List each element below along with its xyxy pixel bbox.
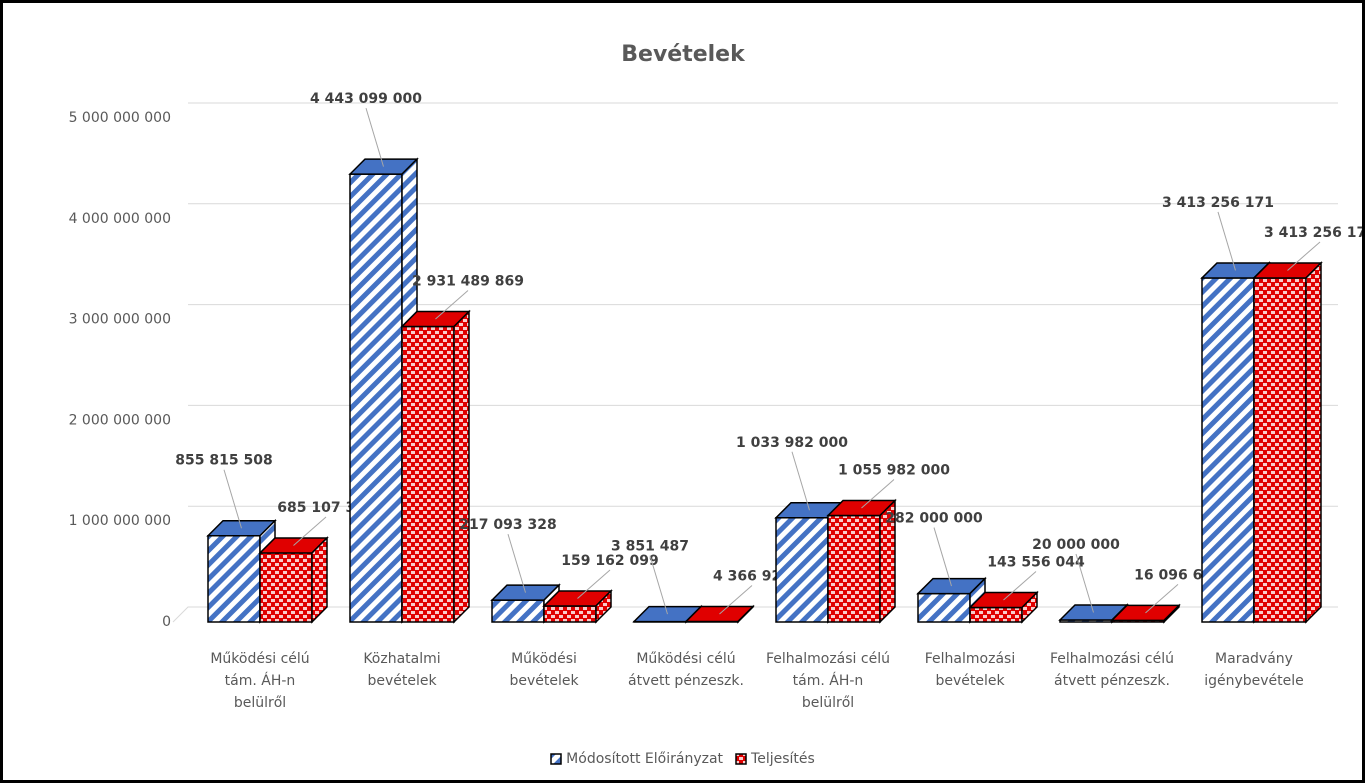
legend-item: Módosított Előirányzat bbox=[550, 751, 723, 767]
bar bbox=[1201, 277, 1255, 623]
y-tick-label: 5 000 000 000 bbox=[69, 110, 171, 126]
x-tick-label: Működési bevételek bbox=[509, 651, 579, 689]
value-label: 143 556 044 bbox=[987, 555, 1085, 571]
bar bbox=[207, 534, 261, 623]
value-label: 1 055 982 000 bbox=[838, 463, 950, 479]
leader-line bbox=[1287, 241, 1321, 271]
value-label: 2 931 489 869 bbox=[412, 274, 524, 290]
leader-line bbox=[933, 527, 952, 587]
leader-line bbox=[223, 469, 242, 529]
leader-line bbox=[861, 479, 895, 509]
bar bbox=[401, 325, 455, 623]
bar bbox=[917, 592, 971, 623]
leader-line bbox=[649, 555, 668, 615]
value-label: 16 096 621 bbox=[1134, 567, 1222, 583]
x-tick-label: Felhalmozási bevételek bbox=[924, 651, 1016, 689]
x-tick-label: Maradvány igénybevétele bbox=[1204, 651, 1304, 689]
bar-3d bbox=[1252, 261, 1323, 624]
bar-side bbox=[595, 589, 612, 624]
bar-side bbox=[879, 498, 896, 624]
leader-line bbox=[293, 516, 327, 546]
value-label: 4 366 925 bbox=[713, 569, 791, 585]
bar-3d bbox=[968, 590, 1039, 624]
bar bbox=[827, 514, 881, 623]
bar bbox=[969, 606, 1023, 623]
x-tick-label: Közhatalmi bevételek bbox=[363, 651, 441, 689]
y-tick-label: 2 000 000 000 bbox=[69, 412, 171, 428]
bar bbox=[543, 605, 597, 623]
leader-line bbox=[365, 107, 384, 167]
bar-side bbox=[1021, 590, 1038, 624]
bar bbox=[259, 552, 313, 623]
leader-line bbox=[1217, 211, 1236, 271]
bar-side bbox=[737, 604, 754, 624]
value-label: 1 033 982 000 bbox=[736, 435, 848, 451]
legend-swatch bbox=[735, 753, 747, 765]
leader-line bbox=[791, 451, 810, 511]
bar-3d bbox=[542, 589, 613, 624]
value-label: 282 000 000 bbox=[885, 511, 983, 527]
value-label: 855 815 508 bbox=[175, 453, 272, 469]
y-tick-label: 3 000 000 000 bbox=[69, 312, 171, 328]
leader-line bbox=[507, 533, 526, 593]
legend-item: Teljesítés bbox=[735, 751, 815, 767]
legend-swatch bbox=[550, 753, 562, 765]
bar-side bbox=[311, 536, 328, 624]
bar bbox=[491, 599, 545, 623]
x-tick-label: Működési célú átvett pénzeszk. bbox=[628, 651, 744, 689]
legend-label: Teljesítés bbox=[751, 751, 815, 767]
bar bbox=[775, 517, 829, 623]
bar-3d bbox=[400, 309, 471, 624]
chart-title: Bevételek bbox=[621, 42, 746, 67]
leader-line bbox=[1075, 553, 1094, 613]
bar-side bbox=[1305, 261, 1322, 624]
legend-label: Módosított Előirányzat bbox=[566, 751, 724, 767]
chart: Bevételek 0 1 000 000 000 2 000 000 000 3 0… bbox=[69, 42, 1362, 630]
leader-line bbox=[1003, 571, 1037, 601]
value-label: 4 443 099 000 bbox=[310, 91, 422, 107]
y-tick-label: 4 000 000 000 bbox=[69, 211, 171, 227]
leader-line bbox=[1145, 584, 1179, 614]
x-tick-label: Felhalmozási célú tám. ÁH-n belülről bbox=[766, 651, 890, 711]
leader-line bbox=[435, 290, 469, 320]
y-tick-label: 1 000 000 000 bbox=[69, 513, 171, 529]
value-label: 217 093 328 bbox=[459, 517, 556, 533]
x-tick-label: Felhalmozási célú átvett pénzeszk. bbox=[1050, 651, 1174, 689]
y-tick-label: 0 bbox=[162, 614, 171, 630]
legend: Módosított Előirányzat Teljesítés bbox=[3, 751, 1362, 769]
value-label: 20 000 000 bbox=[1032, 537, 1120, 553]
bar-side bbox=[453, 309, 470, 624]
x-tick-label: Működési célú tám. ÁH-n belülről bbox=[210, 651, 310, 711]
leader-line bbox=[719, 585, 753, 615]
value-label: 3 413 256 171 bbox=[1162, 195, 1274, 211]
value-label: 3 851 487 bbox=[611, 539, 689, 555]
bar-3d bbox=[258, 536, 329, 624]
leader-line bbox=[577, 569, 611, 599]
value-label: 159 162 099 bbox=[561, 553, 658, 569]
bar bbox=[1253, 277, 1307, 623]
value-label: 3 413 256 171 bbox=[1264, 225, 1362, 241]
bar-side bbox=[1163, 603, 1180, 624]
bar bbox=[349, 173, 403, 623]
